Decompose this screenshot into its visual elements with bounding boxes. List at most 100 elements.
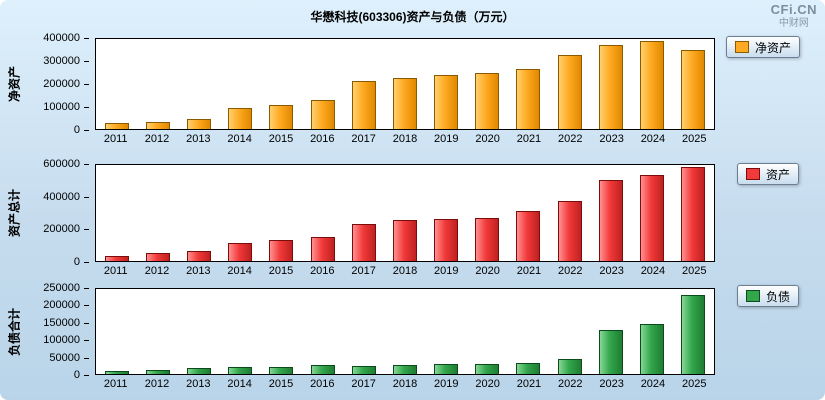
x-axis-tick-label: 2017 <box>351 378 376 390</box>
bar-2014 <box>228 108 253 129</box>
x-axis-tick-label: 2023 <box>599 133 624 145</box>
y-axis-tick-label: 400000 <box>43 190 89 203</box>
bar-2021 <box>516 211 541 261</box>
x-axis-tick-label: 2015 <box>268 265 294 277</box>
x-axis-tick-label: 2025 <box>682 265 707 277</box>
bar-2019 <box>434 364 459 374</box>
total-liabilities-y-axis: 0 50000 100000 150000 200000 250000 <box>0 282 90 381</box>
x-axis-tick-label: 2018 <box>392 265 418 277</box>
x-axis-tick-label: 2015 <box>268 133 294 145</box>
bar-2018 <box>392 364 417 374</box>
bar-2013 <box>186 118 211 129</box>
x-axis-tick-label: 2024 <box>640 133 666 145</box>
bar-2018 <box>392 77 417 129</box>
total-assets-plot-area <box>95 164 715 262</box>
x-axis-tick-label: 2019 <box>434 133 459 145</box>
x-axis-tick-label: 2014 <box>227 265 252 277</box>
bar-2022 <box>557 54 582 129</box>
legend-assets: 资产 <box>737 163 800 185</box>
bar-2013 <box>186 368 211 374</box>
x-axis-tick-label: 2021 <box>516 265 542 277</box>
bar-2022 <box>557 201 582 261</box>
liabilities-legend-swatch <box>746 290 760 302</box>
x-axis-tick-label: 2016 <box>310 378 335 390</box>
bar-2024 <box>640 41 665 129</box>
bar-2025 <box>681 167 706 261</box>
y-axis-tick-label: 50000 <box>49 351 89 364</box>
bar-2025 <box>681 50 706 129</box>
y-axis-tick-label: 200000 <box>43 78 89 90</box>
y-axis-tick-label: 250000 <box>43 282 89 294</box>
legend-liabilities: 负债 <box>737 285 800 307</box>
y-axis-tick-label: 100000 <box>43 334 89 347</box>
bar-2011 <box>104 370 129 374</box>
bar-2011 <box>104 123 129 129</box>
bar-2020 <box>475 217 500 261</box>
bar-2012 <box>145 253 170 261</box>
assets-legend-label: 资产 <box>766 167 791 182</box>
bar-2021 <box>516 362 541 374</box>
chart-total-liabilities: 负债合计 0 50000 100000 150000 200000 250000 2011… <box>0 282 825 390</box>
x-axis-tick-label: 2013 <box>186 133 211 145</box>
net-assets-legend-swatch <box>735 41 749 53</box>
total-assets-bars <box>96 165 714 261</box>
x-axis-tick-label: 2023 <box>599 378 624 390</box>
x-axis-tick-label: 2017 <box>351 265 376 277</box>
bar-2020 <box>475 364 500 374</box>
x-axis-tick-label: 2013 <box>186 378 211 390</box>
bar-2023 <box>598 329 623 374</box>
bar-2012 <box>145 369 170 374</box>
net-assets-x-axis: 2011 2012 2013 2014 2015 2016 2017 2018 2019 2020… <box>95 133 715 145</box>
y-axis-tick-label: 300000 <box>43 55 89 67</box>
x-axis-tick-label: 2016 <box>310 265 335 277</box>
y-axis-tick-label: 600000 <box>43 158 89 170</box>
bar-2016 <box>310 365 335 374</box>
x-axis-tick-label: 2022 <box>558 133 583 145</box>
y-axis-tick-label: 200000 <box>43 299 89 312</box>
bar-2017 <box>351 81 376 129</box>
assets-legend-swatch <box>746 168 760 180</box>
cfi-logo: CFi.CN 中财网 <box>771 2 817 29</box>
y-axis-tick-label: 0 <box>73 369 90 381</box>
page-title: 华懋科技(603306)资产与负债（万元） <box>310 10 515 24</box>
bar-2015 <box>269 366 294 374</box>
x-axis-tick-label: 2018 <box>392 133 418 145</box>
x-axis-tick-label: 2012 <box>144 265 170 277</box>
x-axis-tick-label: 2025 <box>682 133 707 145</box>
bar-2021 <box>516 68 541 129</box>
x-axis-tick-label: 2023 <box>599 265 624 277</box>
x-axis-tick-label: 2014 <box>227 133 252 145</box>
y-axis-tick-label: 0 <box>73 124 90 136</box>
bar-2017 <box>351 365 376 374</box>
x-axis-tick-label: 2016 <box>310 133 335 145</box>
total-assets-y-axis: 0 200000 400000 600000 <box>0 158 90 268</box>
x-axis-tick-label: 2017 <box>351 133 376 145</box>
bar-2014 <box>228 242 253 261</box>
net-assets-bars <box>96 39 714 129</box>
x-axis-tick-label: 2018 <box>392 378 418 390</box>
x-axis-tick-label: 2014 <box>227 378 252 390</box>
liabilities-legend-label: 负债 <box>766 289 791 304</box>
x-axis-tick-label: 2022 <box>558 378 583 390</box>
bar-2018 <box>392 219 417 261</box>
bar-2023 <box>598 45 623 129</box>
bar-2023 <box>598 180 623 261</box>
bar-2019 <box>434 75 459 129</box>
chart-net-assets: 净资产 0 100000 200000 300000 400000 2011 2012 20… <box>0 32 825 145</box>
x-axis-tick-label: 2020 <box>475 133 500 145</box>
cfi-logo-subtext: 中财网 <box>778 17 809 29</box>
total-liabilities-plot-area <box>95 288 715 375</box>
bar-2013 <box>186 251 211 261</box>
net-assets-y-axis: 0 100000 200000 300000 400000 <box>0 32 90 136</box>
bar-2022 <box>557 358 582 374</box>
bar-2017 <box>351 223 376 261</box>
bar-2015 <box>269 105 294 129</box>
x-axis-tick-label: 2021 <box>516 133 542 145</box>
y-axis-tick-label: 150000 <box>43 316 89 329</box>
y-axis-tick-label: 100000 <box>43 101 89 113</box>
x-axis-tick-label: 2022 <box>558 265 583 277</box>
bar-2014 <box>228 367 253 374</box>
x-axis-tick-label: 2024 <box>640 265 666 277</box>
net-assets-legend-label: 净资产 <box>755 40 792 55</box>
